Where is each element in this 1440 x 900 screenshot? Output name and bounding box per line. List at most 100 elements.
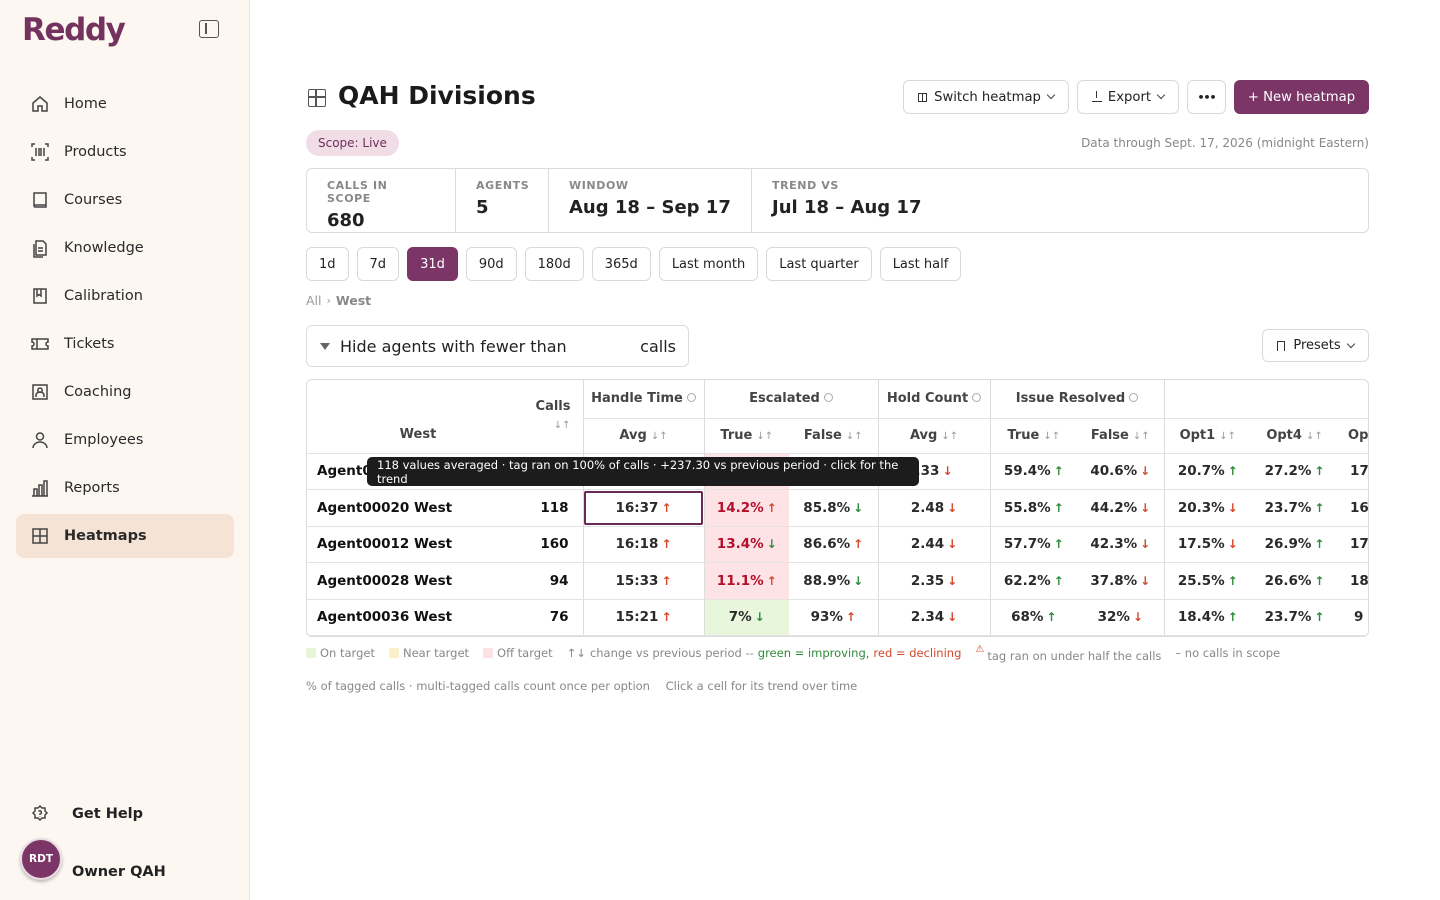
heatmap-cell[interactable]: 27.2% ↑ [1251, 453, 1339, 490]
sort-icon[interactable]: ↓↑ [1219, 431, 1236, 442]
switch-heatmap-button[interactable]: Switch heatmap [903, 80, 1069, 114]
range-last-month-button[interactable]: Last month [658, 247, 759, 281]
sort-icon[interactable]: ↓↑ [650, 431, 668, 442]
heatmap-cell[interactable]: 42.3% ↓ [1077, 526, 1165, 563]
sidebar-item-calibration[interactable]: Calibration [16, 274, 234, 318]
heatmap-cell[interactable]: 18.4% ↑ [1163, 599, 1252, 636]
heatmap-cell-selected[interactable]: 16:37 ↑ [582, 489, 704, 527]
sidebar-item-home[interactable]: Home [16, 82, 234, 126]
sort-icon[interactable]: ↓↑ [1132, 431, 1150, 442]
sidebar-item-coaching[interactable]: Coaching [16, 370, 234, 414]
heatmap-cell[interactable]: 17.5% ↓ [1163, 526, 1252, 563]
heatmap-cell[interactable]: 11.1% ↑ [703, 562, 789, 600]
range-last-half-button[interactable]: Last half [879, 247, 962, 281]
collapse-sidebar-icon[interactable] [199, 20, 219, 38]
avatar[interactable]: RDT [20, 838, 62, 880]
agent-name[interactable]: Agent00036 West [307, 599, 529, 636]
heatmap-cell[interactable]: 20.3% ↓ [1163, 489, 1252, 527]
more-options-button[interactable]: ••• [1187, 80, 1226, 114]
heatmap-cell[interactable]: 20.7% ↑ [1163, 453, 1252, 490]
presets-button[interactable]: Presets [1262, 329, 1369, 362]
range-1d-button[interactable]: 1d [306, 247, 349, 281]
resolved-true-header[interactable]: True ↓↑ [989, 418, 1078, 454]
info-icon[interactable] [823, 393, 833, 403]
sidebar-item-knowledge[interactable]: Knowledge [16, 226, 234, 270]
heatmap-cell[interactable]: 55.8% ↑ [989, 489, 1078, 527]
heatmap-cell[interactable]: 86.6% ↑ [789, 526, 879, 563]
west-column-header[interactable]: West [307, 380, 529, 454]
opt1-header[interactable]: Opt1 ↓↑ [1163, 418, 1252, 454]
heatmap-cell[interactable]: 32% ↓ [1077, 599, 1165, 636]
heatmap-cell[interactable]: 88.9% ↓ [789, 562, 879, 600]
heatmap-cell[interactable]: 16 [1338, 489, 1368, 527]
heatmap-cell[interactable]: 9 [1338, 599, 1368, 636]
heatmap-cell[interactable]: 44.2% ↓ [1077, 489, 1165, 527]
heatmap-cell[interactable]: 26.9% ↑ [1251, 526, 1339, 563]
range-90d-button[interactable]: 90d [465, 247, 517, 281]
calls-column-header[interactable]: Calls ↓↑ [529, 380, 583, 454]
sidebar-item-reports[interactable]: Reports [16, 466, 234, 510]
handle-avg-header[interactable]: Avg ↓↑ [582, 418, 704, 454]
sort-icon[interactable]: ↓↑ [756, 431, 774, 442]
info-icon[interactable] [972, 393, 982, 403]
heatmap-cell[interactable]: 57.7% ↑ [989, 526, 1078, 563]
resolved-false-header[interactable]: False ↓↑ [1077, 418, 1165, 454]
breadcrumb-all-link[interactable]: All [306, 293, 322, 308]
heatmap-cell[interactable]: 2.48 ↓ [877, 489, 991, 527]
heatmap-cell[interactable]: 23.7% ↑ [1251, 489, 1339, 527]
export-button[interactable]: Export [1077, 80, 1179, 114]
range-31d-button[interactable]: 31d [407, 247, 458, 281]
heatmap-cell[interactable]: 37.8% ↓ [1077, 562, 1165, 600]
app-logo[interactable]: Reddy [22, 12, 126, 48]
info-icon[interactable] [1129, 393, 1139, 403]
sidebar-item-heatmaps[interactable]: Heatmaps [16, 514, 234, 558]
range-365d-button[interactable]: 365d [591, 247, 651, 281]
heatmap-cell[interactable]: 17 [1338, 526, 1368, 563]
range-7d-button[interactable]: 7d [356, 247, 400, 281]
agent-name[interactable]: Agent00020 West [307, 489, 529, 527]
heatmap-cell[interactable]: 2.34 ↓ [877, 599, 991, 636]
range-180d-button[interactable]: 180d [524, 247, 584, 281]
heatmap-cell[interactable]: 85.8% ↓ [789, 489, 879, 527]
sidebar-item-employees[interactable]: Employees [16, 418, 234, 462]
heatmap-cell[interactable]: 14.2% ↑ [703, 489, 789, 527]
heatmap-cell[interactable]: 25.5% ↑ [1163, 562, 1252, 600]
heatmap-cell[interactable]: 13.4% ↓ [703, 526, 789, 563]
sidebar-item-courses[interactable]: Courses [16, 178, 234, 222]
sort-icon[interactable]: ↓↑ [1043, 431, 1061, 442]
new-heatmap-button[interactable]: + New heatmap [1234, 80, 1369, 114]
heatmap-cell[interactable]: 68% ↑ [989, 599, 1078, 636]
escalated-true-header[interactable]: True ↓↑ [703, 418, 789, 454]
user-menu[interactable]: RDT Owner QAH [20, 838, 166, 880]
heatmap-cell[interactable]: 18 [1338, 562, 1368, 600]
opt4-header[interactable]: Opt4 ↓↑ [1251, 418, 1339, 454]
heatmap-cell[interactable]: 15:21 ↑ [582, 599, 704, 636]
escalated-false-header[interactable]: False ↓↑ [789, 418, 879, 454]
sort-icon[interactable]: ↓↑ [553, 419, 571, 431]
sidebar-item-tickets[interactable]: Tickets [16, 322, 234, 366]
heatmap-cell[interactable]: 62.2% ↑ [989, 562, 1078, 600]
min-calls-filter[interactable]: Hide agents with fewer than calls [306, 325, 689, 367]
heatmap-cell[interactable]: 15:33 ↑ [582, 562, 704, 600]
sidebar-item-products[interactable]: Products [16, 130, 234, 174]
heatmap-cell[interactable]: 93% ↑ [789, 599, 879, 636]
heatmap-cell[interactable]: 2.44 ↓ [877, 526, 991, 563]
heatmap-cell[interactable]: 17 [1338, 453, 1368, 490]
info-icon[interactable] [686, 393, 696, 403]
heatmap-cell[interactable]: 16:18 ↑ [582, 526, 704, 563]
heatmap-cell[interactable]: 7% ↓ [703, 599, 789, 636]
op-header[interactable]: Op [1338, 418, 1368, 454]
agent-name[interactable]: Agent00012 West [307, 526, 529, 563]
heatmap-cell[interactable]: 2.35 ↓ [877, 562, 991, 600]
heatmap-cell[interactable]: 23.7% ↑ [1251, 599, 1339, 636]
get-help-link[interactable]: Get Help [30, 804, 143, 824]
sort-icon[interactable]: ↓↑ [845, 431, 863, 442]
heatmap-cell[interactable]: 40.6% ↓ [1077, 453, 1165, 490]
range-last-quarter-button[interactable]: Last quarter [766, 247, 872, 281]
hold-avg-header[interactable]: Avg ↓↑ [877, 418, 991, 454]
sort-icon[interactable]: ↓↑ [1305, 431, 1323, 442]
agent-name[interactable]: Agent00028 West [307, 562, 529, 600]
heatmap-cell[interactable]: 59.4% ↑ [989, 453, 1078, 490]
sort-icon[interactable]: ↓↑ [941, 431, 959, 442]
heatmap-cell[interactable]: 26.6% ↑ [1251, 562, 1339, 600]
